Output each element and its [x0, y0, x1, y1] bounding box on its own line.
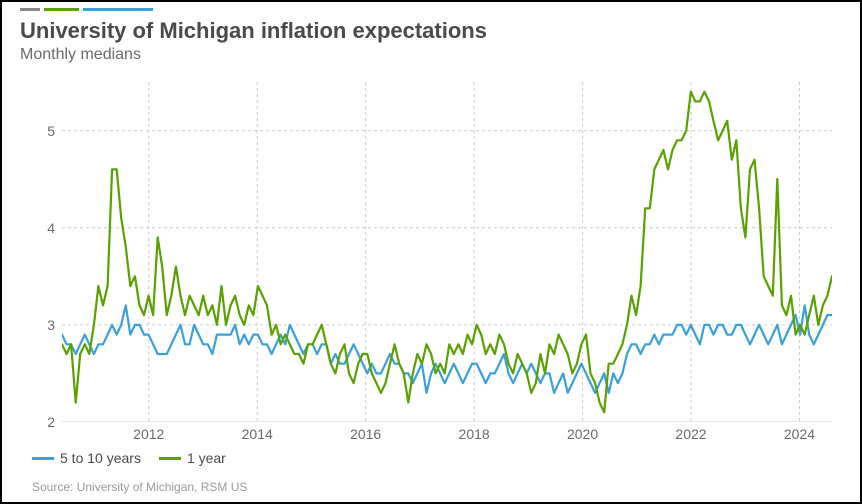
accent-bar-2 — [44, 8, 79, 11]
plot-svg — [62, 82, 832, 422]
legend-item: 1 year — [159, 450, 226, 466]
x-tick-label: 2016 — [350, 426, 381, 442]
chart-header: University of Michigan inflation expecta… — [20, 18, 487, 64]
y-tick-label: 3 — [47, 317, 55, 333]
y-tick-label: 5 — [47, 123, 55, 139]
chart-title: University of Michigan inflation expecta… — [20, 18, 487, 44]
accent-bars — [20, 8, 153, 11]
y-tick-label: 4 — [47, 220, 55, 236]
y-tick-label: 2 — [47, 414, 55, 430]
legend-swatch — [159, 457, 181, 460]
legend: 5 to 10 years 1 year — [32, 450, 226, 466]
chart-container: University of Michigan inflation expecta… — [0, 0, 862, 504]
source-text: Source: University of Michigan, RSM US — [32, 480, 247, 494]
accent-bar-3 — [83, 8, 153, 11]
plot-area — [62, 82, 832, 422]
x-tick-label: 2014 — [242, 426, 273, 442]
x-tick-label: 2020 — [567, 426, 598, 442]
accent-bar-1 — [20, 8, 40, 11]
legend-item: 5 to 10 years — [32, 450, 141, 466]
legend-label: 1 year — [187, 450, 226, 466]
chart-subtitle: Monthly medians — [20, 46, 487, 64]
x-tick-label: 2012 — [133, 426, 164, 442]
x-tick-label: 2022 — [675, 426, 706, 442]
legend-swatch — [32, 457, 54, 460]
x-tick-label: 2024 — [784, 426, 815, 442]
y-axis-labels: 2345 — [20, 82, 55, 422]
legend-label: 5 to 10 years — [60, 450, 141, 466]
x-axis-labels: 2012 2014 2016 2018 2020 2022 2024 — [62, 426, 832, 446]
x-tick-label: 2018 — [459, 426, 490, 442]
